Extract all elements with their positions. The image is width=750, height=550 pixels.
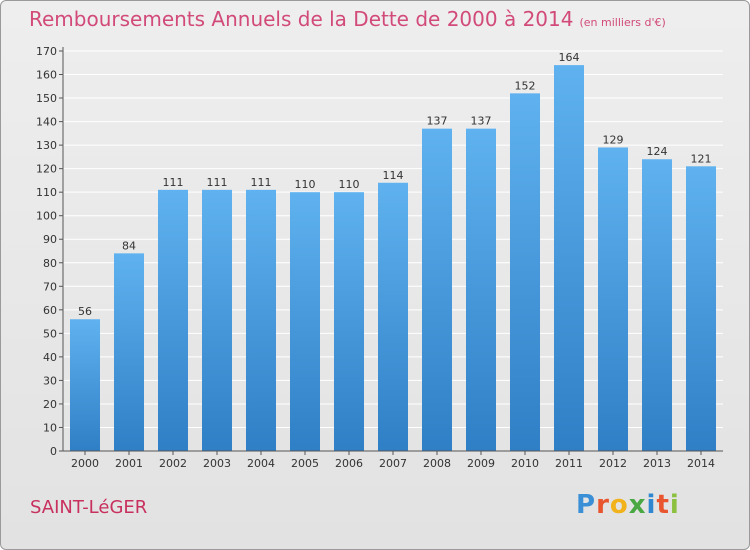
y-tick-label: 50 [43, 327, 57, 340]
y-tick-label: 40 [43, 351, 57, 364]
bar-2003 [202, 189, 232, 451]
logo-letter: t [656, 490, 670, 520]
x-tick-label-2007: 2007 [379, 457, 407, 470]
value-label-2012: 129 [603, 133, 624, 146]
y-tick-label: 160 [36, 69, 57, 82]
y-tick-label: 0 [50, 445, 57, 458]
bar-2013 [642, 159, 672, 451]
value-label-2000: 56 [78, 305, 92, 318]
x-tick-label-2003: 2003 [203, 457, 231, 470]
value-label-2008: 137 [427, 115, 448, 128]
x-tick-label-2005: 2005 [291, 457, 319, 470]
value-label-2014: 121 [691, 152, 712, 165]
x-tick-label-2002: 2002 [159, 457, 187, 470]
x-tick-label-2014: 2014 [687, 457, 715, 470]
value-label-2002: 111 [163, 176, 184, 189]
place-name: SAINT-LéGER [30, 497, 148, 518]
y-tick-label: 140 [36, 116, 57, 129]
proxiti-logo: Proxiti [576, 490, 680, 520]
x-tick-label-2010: 2010 [511, 457, 539, 470]
bar-2012 [598, 147, 628, 451]
value-label-2013: 124 [647, 145, 668, 158]
y-tick-label: 90 [43, 233, 57, 246]
y-tick-label: 70 [43, 280, 57, 293]
y-tick-label: 110 [36, 186, 57, 199]
chart-title: Remboursements Annuels de la Dette de 20… [29, 7, 666, 31]
x-tick-label-2012: 2012 [599, 457, 627, 470]
y-tick-label: 120 [36, 163, 57, 176]
value-label-2004: 111 [251, 176, 272, 189]
logo-letter: i [669, 490, 680, 520]
x-tick-label-2013: 2013 [643, 457, 671, 470]
x-tick-label-2009: 2009 [467, 457, 495, 470]
bar-2000 [70, 319, 100, 451]
value-label-2011: 164 [559, 51, 580, 64]
x-tick-label-2004: 2004 [247, 457, 275, 470]
bar-2006 [334, 192, 364, 452]
y-tick-label: 80 [43, 257, 57, 270]
x-tick-label-2001: 2001 [115, 457, 143, 470]
bar-2001 [114, 253, 144, 451]
x-tick-label-2000: 2000 [71, 457, 99, 470]
bar-2011 [554, 65, 584, 451]
value-label-2005: 110 [295, 178, 316, 191]
y-tick-label: 100 [36, 210, 57, 223]
y-tick-label: 130 [36, 139, 57, 152]
bar-2005 [290, 192, 320, 452]
value-label-2006: 110 [339, 178, 360, 191]
x-tick-label-2006: 2006 [335, 457, 363, 470]
logo-letter: i [646, 490, 657, 520]
y-tick-label: 20 [43, 398, 57, 411]
logo-letter: r [596, 490, 610, 520]
x-tick-label-2011: 2011 [555, 457, 583, 470]
bar-2004 [246, 189, 276, 451]
logo-letter: o [609, 490, 629, 520]
chart-title-text: Remboursements Annuels de la Dette de 20… [29, 7, 574, 31]
value-label-2001: 84 [122, 239, 136, 252]
x-tick-label-2008: 2008 [423, 457, 451, 470]
y-tick-label: 170 [36, 45, 57, 58]
y-tick-label: 30 [43, 374, 57, 387]
bar-2007 [378, 182, 408, 451]
bar-2009 [466, 128, 496, 451]
chart-unit: (en milliers d'€) [579, 16, 666, 29]
y-tick-label: 150 [36, 92, 57, 105]
bar-2002 [158, 189, 188, 451]
bar-2010 [510, 93, 540, 452]
value-label-2007: 114 [383, 169, 404, 182]
logo-letter: x [628, 490, 647, 520]
bar-2014 [686, 166, 716, 451]
y-tick-label: 10 [43, 421, 57, 434]
value-label-2009: 137 [471, 115, 492, 128]
y-tick-label: 60 [43, 304, 57, 317]
logo-letter: P [576, 490, 597, 520]
value-label-2003: 111 [207, 176, 228, 189]
value-label-2010: 152 [515, 79, 536, 92]
bar-2008 [422, 128, 452, 451]
